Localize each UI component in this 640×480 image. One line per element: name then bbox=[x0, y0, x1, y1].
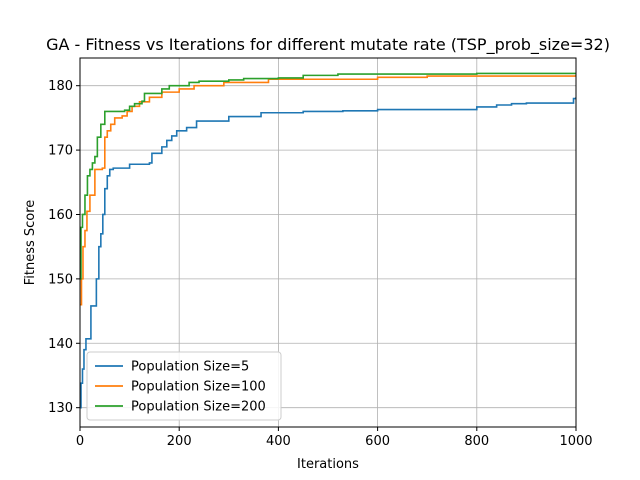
y-tick-label: 150 bbox=[48, 272, 73, 287]
y-tick-label: 170 bbox=[48, 144, 73, 159]
legend-label-2: Population Size=100 bbox=[131, 380, 266, 395]
legend: Population Size=5 Population Size=100 Popu… bbox=[86, 351, 282, 421]
y-tick-label: 140 bbox=[48, 337, 73, 352]
axes-frame bbox=[79, 57, 577, 428]
chart-title: GA - Fitness vs Iterations for different… bbox=[46, 35, 610, 55]
x-axis-label: Iterations bbox=[297, 457, 359, 472]
x-tick-label: 0 bbox=[76, 434, 84, 449]
legend-label-3: Population Size=200 bbox=[131, 400, 266, 415]
x-tick-label: 800 bbox=[464, 434, 489, 449]
y-tick-label: 160 bbox=[48, 208, 73, 223]
y-tick-label: 130 bbox=[48, 401, 73, 416]
axis-ticks: 0 200 400 600 800 1000 130 140 150 160 170 180 bbox=[48, 79, 592, 449]
x-tick-label: 1000 bbox=[559, 434, 592, 449]
x-tick-label: 400 bbox=[266, 434, 291, 449]
legend-label-1: Population Size=5 bbox=[131, 360, 249, 375]
series-line-2 bbox=[80, 74, 576, 306]
x-tick-label: 200 bbox=[167, 434, 192, 449]
plot-area bbox=[80, 72, 576, 409]
series-line-1 bbox=[80, 97, 576, 409]
y-tick-label: 180 bbox=[48, 79, 73, 94]
x-tick-label: 600 bbox=[365, 434, 390, 449]
series-line-3 bbox=[80, 72, 576, 280]
y-axis-label: Fitness Score bbox=[23, 200, 38, 286]
